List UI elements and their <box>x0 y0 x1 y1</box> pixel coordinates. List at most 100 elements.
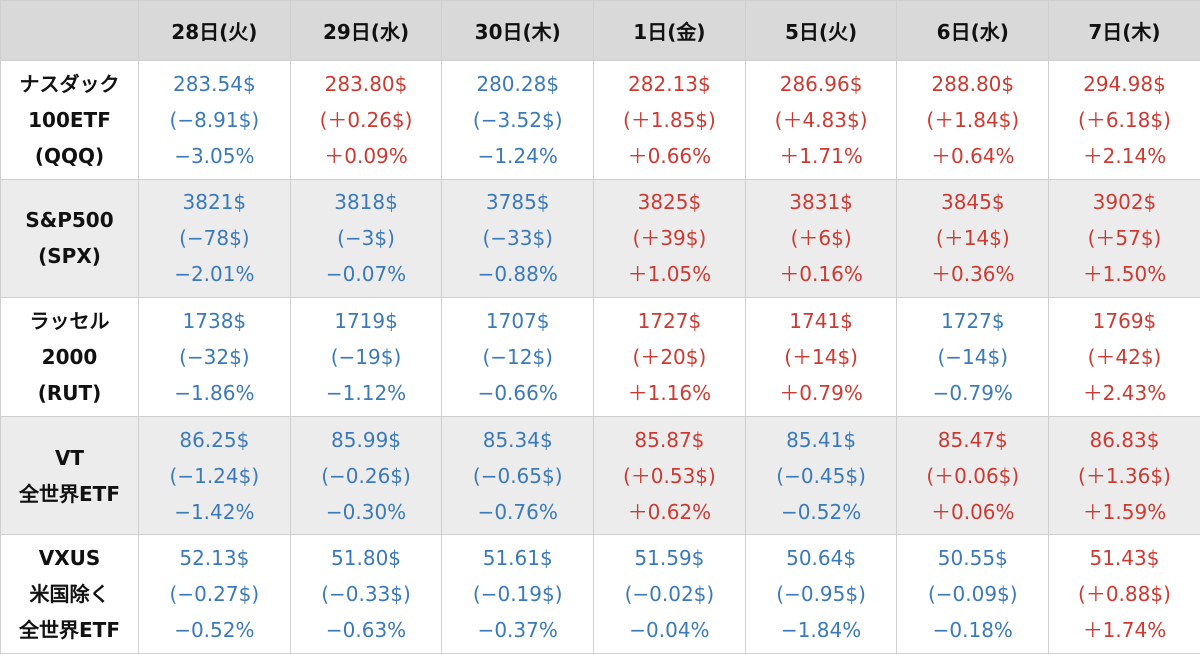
percent-change: ＋2.14% <box>1082 143 1167 168</box>
price-cell: 1738$ (−32$) −1.86% <box>138 297 291 417</box>
price-change: (＋20$) <box>632 344 707 369</box>
price-value: 1719$ <box>334 308 398 333</box>
price-change: (−0.02$) <box>624 582 715 607</box>
percent-change: ＋1.71% <box>779 143 863 168</box>
price-change: (−12$) <box>482 344 553 369</box>
percent-change: −0.66% <box>477 380 558 405</box>
percent-change: ＋1.74% <box>1082 618 1167 643</box>
corner-cell <box>0 0 139 61</box>
price-value: 3818$ <box>334 190 398 215</box>
price-cell: 52.13$ (−0.27$) −0.52% <box>138 534 291 654</box>
row-label-line: 2000 <box>41 344 98 369</box>
price-cell: 50.55$ (−0.09$) −0.18% <box>896 534 1050 654</box>
percent-change: −0.37% <box>477 618 558 643</box>
price-cell: 1741$ (＋14$) ＋0.79% <box>744 297 898 417</box>
table-row: ラッセル 2000 (RUT) 1738$ (−32$) −1.86% 1719$ (−19$… <box>0 297 1200 417</box>
price-value: 85.87$ <box>634 427 705 452</box>
percent-change: −0.79% <box>932 380 1013 405</box>
price-value: 51.59$ <box>634 546 705 571</box>
percent-change: −1.42% <box>174 499 255 524</box>
price-value: 3845$ <box>940 190 1005 215</box>
price-change: (＋6.18$) <box>1078 107 1171 132</box>
price-value: 3902$ <box>1092 190 1157 215</box>
row-label-line: VXUS <box>38 546 101 571</box>
price-cell: 1727$ (−14$) −0.79% <box>896 297 1050 417</box>
price-change: (−0.65$) <box>472 463 563 488</box>
price-change: (＋0.88$) <box>1078 582 1171 607</box>
percent-change: ＋0.62% <box>627 499 712 524</box>
price-cell: 3831$ (＋6$) ＋0.16% <box>744 178 898 299</box>
date-header: 1日(金) <box>593 0 746 61</box>
price-cell: 51.61$ (−0.19$) −0.37% <box>441 534 595 654</box>
percent-change: ＋1.59% <box>1082 499 1167 524</box>
price-change: (−3$) <box>337 226 395 251</box>
price-cell: 85.34$ (−0.65$) −0.76% <box>441 415 595 536</box>
percent-change: −0.52% <box>174 618 255 643</box>
price-value: 52.13$ <box>179 546 250 571</box>
price-cell: 3821$ (−78$) −2.01% <box>138 178 291 299</box>
date-header: 5日(火) <box>744 0 898 61</box>
price-value: 85.41$ <box>786 427 857 452</box>
price-change: (−0.45$) <box>776 463 866 488</box>
price-value: 3785$ <box>485 190 550 215</box>
percent-change: −0.76% <box>477 499 558 524</box>
date-header: 7日(木) <box>1048 0 1200 61</box>
price-value: 1741$ <box>789 308 853 333</box>
price-cell: 294.98$ (＋6.18$) ＋2.14% <box>1048 60 1200 180</box>
price-cell: 1727$ (＋20$) ＋1.16% <box>593 297 746 417</box>
price-change: (−0.95$) <box>776 582 866 607</box>
percent-change: −1.24% <box>477 143 558 168</box>
price-change: (＋0.26$) <box>319 107 413 132</box>
percent-change: ＋0.79% <box>779 380 863 405</box>
row-label-line: 全世界ETF <box>19 481 120 506</box>
price-cell: 85.87$ (＋0.53$) ＋0.62% <box>593 415 746 536</box>
price-cell: 3785$ (−33$) −0.88% <box>441 178 595 299</box>
percent-change: −0.30% <box>325 499 407 524</box>
price-value: 294.98$ <box>1083 71 1166 96</box>
date-header: 29日(水) <box>289 0 443 61</box>
percent-change: −0.63% <box>325 618 407 643</box>
price-change: (＋6$) <box>790 226 852 251</box>
price-value: 51.80$ <box>331 546 402 571</box>
row-label-line: 全世界ETF <box>19 618 120 643</box>
price-cell: 86.25$ (−1.24$) −1.42% <box>138 415 291 536</box>
price-change: (−0.19$) <box>472 582 563 607</box>
price-cell: 288.80$ (＋1.84$) ＋0.64% <box>896 60 1050 180</box>
table-row: VT 全世界ETF 86.25$ (−1.24$) −1.42% 85.99$ (−0.26… <box>0 415 1200 536</box>
price-change: (＋1.85$) <box>622 107 716 132</box>
table-row: S&P500 (SPX) 3821$ (−78$) −2.01% 3818$ (−3$) −0… <box>0 178 1200 299</box>
price-change: (＋14$) <box>935 226 1010 251</box>
price-value: 280.28$ <box>476 71 560 96</box>
price-change: (−0.09$) <box>927 582 1018 607</box>
price-change: (−0.26$) <box>321 463 411 488</box>
price-cell: 280.28$ (−3.52$) −1.24% <box>441 60 595 180</box>
percent-change: ＋1.05% <box>627 262 712 287</box>
price-change: (＋1.36$) <box>1078 463 1171 488</box>
price-value: 3821$ <box>182 190 247 215</box>
percent-change: −0.52% <box>780 499 862 524</box>
price-cell: 85.47$ (＋0.06$) ＋0.06% <box>896 415 1050 536</box>
price-value: 1727$ <box>940 308 1005 333</box>
row-label-line: ラッセル <box>29 308 110 333</box>
price-change: (＋0.53$) <box>622 463 716 488</box>
price-change: (−1.24$) <box>169 463 260 488</box>
price-cell: 51.80$ (−0.33$) −0.63% <box>289 534 443 654</box>
row-label-line: ナスダック <box>19 71 120 96</box>
price-cell: 85.41$ (−0.45$) −0.52% <box>744 415 898 536</box>
price-value: 1738$ <box>182 308 247 333</box>
percent-change: ＋0.36% <box>931 262 1015 287</box>
price-cell: 3818$ (−3$) −0.07% <box>289 178 443 299</box>
price-cell: 1719$ (−19$) −1.12% <box>289 297 443 417</box>
price-value: 85.47$ <box>937 427 1008 452</box>
percent-change: ＋0.06% <box>931 499 1015 524</box>
price-change: (＋4.83$) <box>774 107 868 132</box>
price-change: (−8.91$) <box>169 107 260 132</box>
price-cell: 51.43$ (＋0.88$) ＋1.74% <box>1048 534 1200 654</box>
percent-change: ＋0.16% <box>779 262 863 287</box>
price-change: (−14$) <box>937 344 1009 369</box>
row-label: S&P500 (SPX) <box>0 178 139 299</box>
price-change: (＋1.84$) <box>926 107 1020 132</box>
price-change: (＋0.06$) <box>926 463 1020 488</box>
price-value: 1727$ <box>637 308 702 333</box>
